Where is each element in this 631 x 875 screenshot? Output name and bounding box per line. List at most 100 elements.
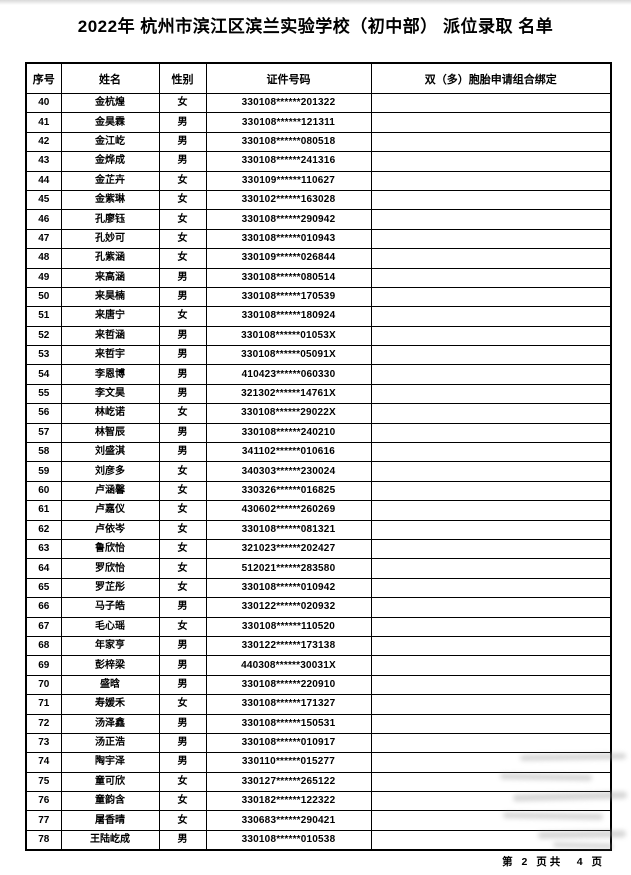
cell-name: 彭梓梁: [60, 655, 160, 676]
table-row: 46 孔廖钰 女 330108******290942: [25, 209, 612, 230]
cell-gender: 男: [158, 345, 207, 366]
cell-no: 58: [25, 442, 62, 463]
cell-name: 年家亨: [60, 635, 160, 657]
cell-id-number: 330108******121311: [205, 112, 372, 133]
cell-id-number: 330108******150531: [205, 713, 372, 734]
cell-name: 金紫琳: [60, 189, 160, 211]
cell-name: 童韵含: [60, 791, 160, 812]
table-row: 56 林屹诺 女 330108******29022X: [25, 403, 612, 424]
cell-gender: 男: [158, 655, 207, 676]
cell-gender: 女: [158, 306, 207, 327]
cell-id-number: 330122******020932: [205, 597, 372, 618]
table-row: 71 寿媛禾 女 330108******171327: [25, 694, 612, 715]
cell-gender: 男: [158, 752, 207, 773]
cell-no: 62: [25, 519, 62, 540]
cell-id-number: 430602******260269: [205, 500, 372, 521]
cell-gender: 女: [158, 461, 207, 482]
cell-no: 68: [25, 635, 62, 657]
cell-twin-binding: [370, 189, 612, 211]
cell-twin-binding: [370, 752, 612, 773]
cell-gender: 女: [158, 616, 207, 637]
table-row: 75 童可欣 女 330127******265122: [25, 771, 612, 793]
cell-id-number: 330122******173138: [205, 635, 372, 657]
cell-gender: 女: [158, 694, 207, 715]
table-row: 55 李文昊 男 321302******14761X: [25, 383, 612, 405]
cell-gender: 男: [158, 267, 207, 288]
cell-twin-binding: [370, 403, 612, 424]
cell-twin-binding: [370, 228, 612, 250]
cell-name: 李恩博: [60, 364, 160, 385]
cell-id-number: 410423******060330: [205, 364, 372, 385]
page-top-shadow: [0, 0, 631, 5]
cell-gender: 女: [158, 558, 207, 579]
cell-name: 孔紫涵: [60, 248, 160, 269]
cell-id-number: 330108******201322: [205, 92, 372, 114]
cell-gender: 男: [158, 383, 207, 405]
column-header-name: 姓名: [60, 62, 160, 94]
cell-twin-binding: [370, 461, 612, 482]
cell-no: 50: [25, 286, 62, 308]
table-row: 65 罗芷彤 女 330108******010942: [25, 577, 612, 599]
cell-gender: 女: [158, 209, 207, 230]
cell-twin-binding: [370, 442, 612, 463]
cell-id-number: 330108******080518: [205, 131, 372, 153]
cell-no: 59: [25, 461, 62, 482]
cell-id-number: 440308******30031X: [205, 655, 372, 676]
cell-no: 61: [25, 500, 62, 521]
cell-twin-binding: [370, 829, 612, 851]
cell-gender: 女: [158, 538, 207, 560]
cell-twin-binding: [370, 791, 612, 812]
cell-name: 汤泽鑫: [60, 713, 160, 734]
cell-no: 74: [25, 752, 62, 773]
cell-gender: 男: [158, 635, 207, 657]
cell-twin-binding: [370, 558, 612, 579]
cell-id-number: 321023******202427: [205, 538, 372, 560]
table-row: 61 卢嘉仪 女 430602******260269: [25, 500, 612, 521]
cell-no: 40: [25, 92, 62, 114]
table-row: 49 来高涵 男 330108******080514: [25, 267, 612, 288]
cell-gender: 男: [158, 597, 207, 618]
cell-no: 46: [25, 209, 62, 230]
table-row: 51 来唐宁 女 330108******180924: [25, 306, 612, 327]
cell-name: 金江屹: [60, 131, 160, 153]
cell-no: 67: [25, 616, 62, 637]
table-row: 41 金昊霖 男 330108******121311: [25, 112, 612, 133]
cell-twin-binding: [370, 597, 612, 618]
cell-twin-binding: [370, 771, 612, 793]
cell-name: 陶宇泽: [60, 752, 160, 773]
cell-no: 72: [25, 713, 62, 734]
cell-twin-binding: [370, 810, 612, 831]
cell-twin-binding: [370, 500, 612, 521]
cell-id-number: 330108******171327: [205, 694, 372, 715]
table-row: 47 孔妙可 女 330108******010943: [25, 228, 612, 250]
table-row: 78 王陆屹成 男 330108******010538: [25, 829, 612, 851]
cell-twin-binding: [370, 577, 612, 599]
cell-id-number: 330683******290421: [205, 810, 372, 831]
cell-no: 54: [25, 364, 62, 385]
table-row: 60 卢涵馨 女 330326******016825: [25, 480, 612, 502]
table-row: 53 来哲宇 男 330108******05091X: [25, 345, 612, 366]
cell-id-number: 330326******016825: [205, 480, 372, 502]
cell-twin-binding: [370, 267, 612, 288]
cell-no: 44: [25, 170, 62, 191]
cell-name: 孔廖钰: [60, 209, 160, 230]
cell-no: 45: [25, 189, 62, 211]
cell-name: 盛晗: [60, 674, 160, 696]
cell-id-number: 330108******290942: [205, 209, 372, 230]
cell-twin-binding: [370, 364, 612, 385]
table-row: 44 金芷卉 女 330109******110627: [25, 170, 612, 191]
cell-no: 52: [25, 325, 62, 347]
cell-id-number: 330182******122322: [205, 791, 372, 812]
table-row: 67 毛心瑶 女 330108******110520: [25, 616, 612, 637]
table-row: 57 林智辰 男 330108******240210: [25, 422, 612, 444]
cell-name: 毛心瑶: [60, 616, 160, 637]
cell-name: 卢涵馨: [60, 480, 160, 502]
cell-name: 金昊霖: [60, 112, 160, 133]
table-header: 序号 姓名 性别 证件号码 双（多）胞胎申请组合绑定: [25, 62, 612, 94]
cell-name: 金芷卉: [60, 170, 160, 191]
table-row: 54 李恩博 男 410423******060330: [25, 364, 612, 385]
cell-id-number: 330109******110627: [205, 170, 372, 191]
cell-twin-binding: [370, 306, 612, 327]
table-row: 48 孔紫涵 女 330109******026844: [25, 248, 612, 269]
cell-id-number: 512021******283580: [205, 558, 372, 579]
